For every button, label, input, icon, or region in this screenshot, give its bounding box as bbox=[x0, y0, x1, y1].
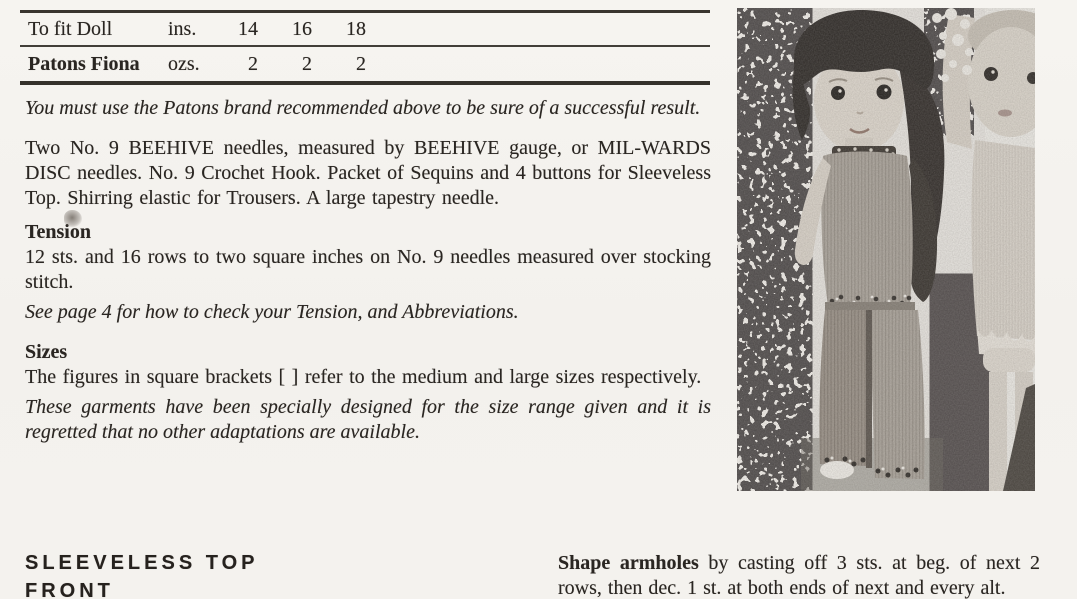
table-unit: ins. bbox=[168, 17, 197, 40]
ink-smudge-artifact bbox=[64, 210, 82, 227]
dolls-photo bbox=[737, 8, 1035, 491]
adaptations-note: These garments have been specially desig… bbox=[25, 396, 711, 443]
tension-body: 12 sts. and 16 rows to two square inches… bbox=[25, 246, 711, 293]
instruction-body: by casting off 3 sts. at beg. of next 2 … bbox=[558, 552, 1041, 599]
halftone-grain-overlay bbox=[737, 8, 1035, 491]
table-row-label: Patons Fiona bbox=[28, 52, 140, 75]
see-page-note: See page 4 for how to check your Tension… bbox=[25, 301, 519, 323]
instruction-lead: Shape armholes bbox=[558, 552, 699, 574]
section-title: SLEEVELESS TOP bbox=[25, 552, 259, 574]
table-value: 2 bbox=[248, 52, 258, 75]
table-unit: ozs. bbox=[168, 52, 200, 75]
section-subtitle: FRONT bbox=[25, 580, 114, 599]
section-heading: SLEEVELESS TOP FRONT bbox=[25, 549, 258, 599]
pattern-copy: You must use the Patons brand recommende… bbox=[25, 96, 711, 460]
shape-armholes-paragraph: Shape armholes by casting off 3 sts. at … bbox=[558, 551, 1040, 599]
materials-paragraph: Two No. 9 BEEHIVE needles, measured by B… bbox=[25, 137, 711, 209]
table-value: 14 bbox=[238, 17, 258, 40]
table-value: 2 bbox=[356, 52, 366, 75]
tension-heading: Tension bbox=[25, 221, 91, 243]
table-row: To fit Doll ins. 14 16 18 bbox=[20, 13, 710, 47]
table-value: 16 bbox=[292, 17, 312, 40]
table-row-label: To fit Doll bbox=[28, 17, 113, 40]
photo-scene bbox=[737, 8, 1035, 491]
table-value: 18 bbox=[346, 17, 366, 40]
brand-note: You must use the Patons brand recommende… bbox=[25, 97, 701, 119]
sizes-body: The figures in square brackets [ ] refer… bbox=[25, 366, 702, 388]
table-row: Patons Fiona ozs. 2 2 2 bbox=[20, 47, 710, 81]
dolls-photo-illustration bbox=[737, 8, 1035, 491]
sizes-heading: Sizes bbox=[25, 341, 68, 363]
size-table: To fit Doll ins. 14 16 18 Patons Fiona o… bbox=[20, 10, 710, 85]
table-value: 2 bbox=[302, 52, 312, 75]
